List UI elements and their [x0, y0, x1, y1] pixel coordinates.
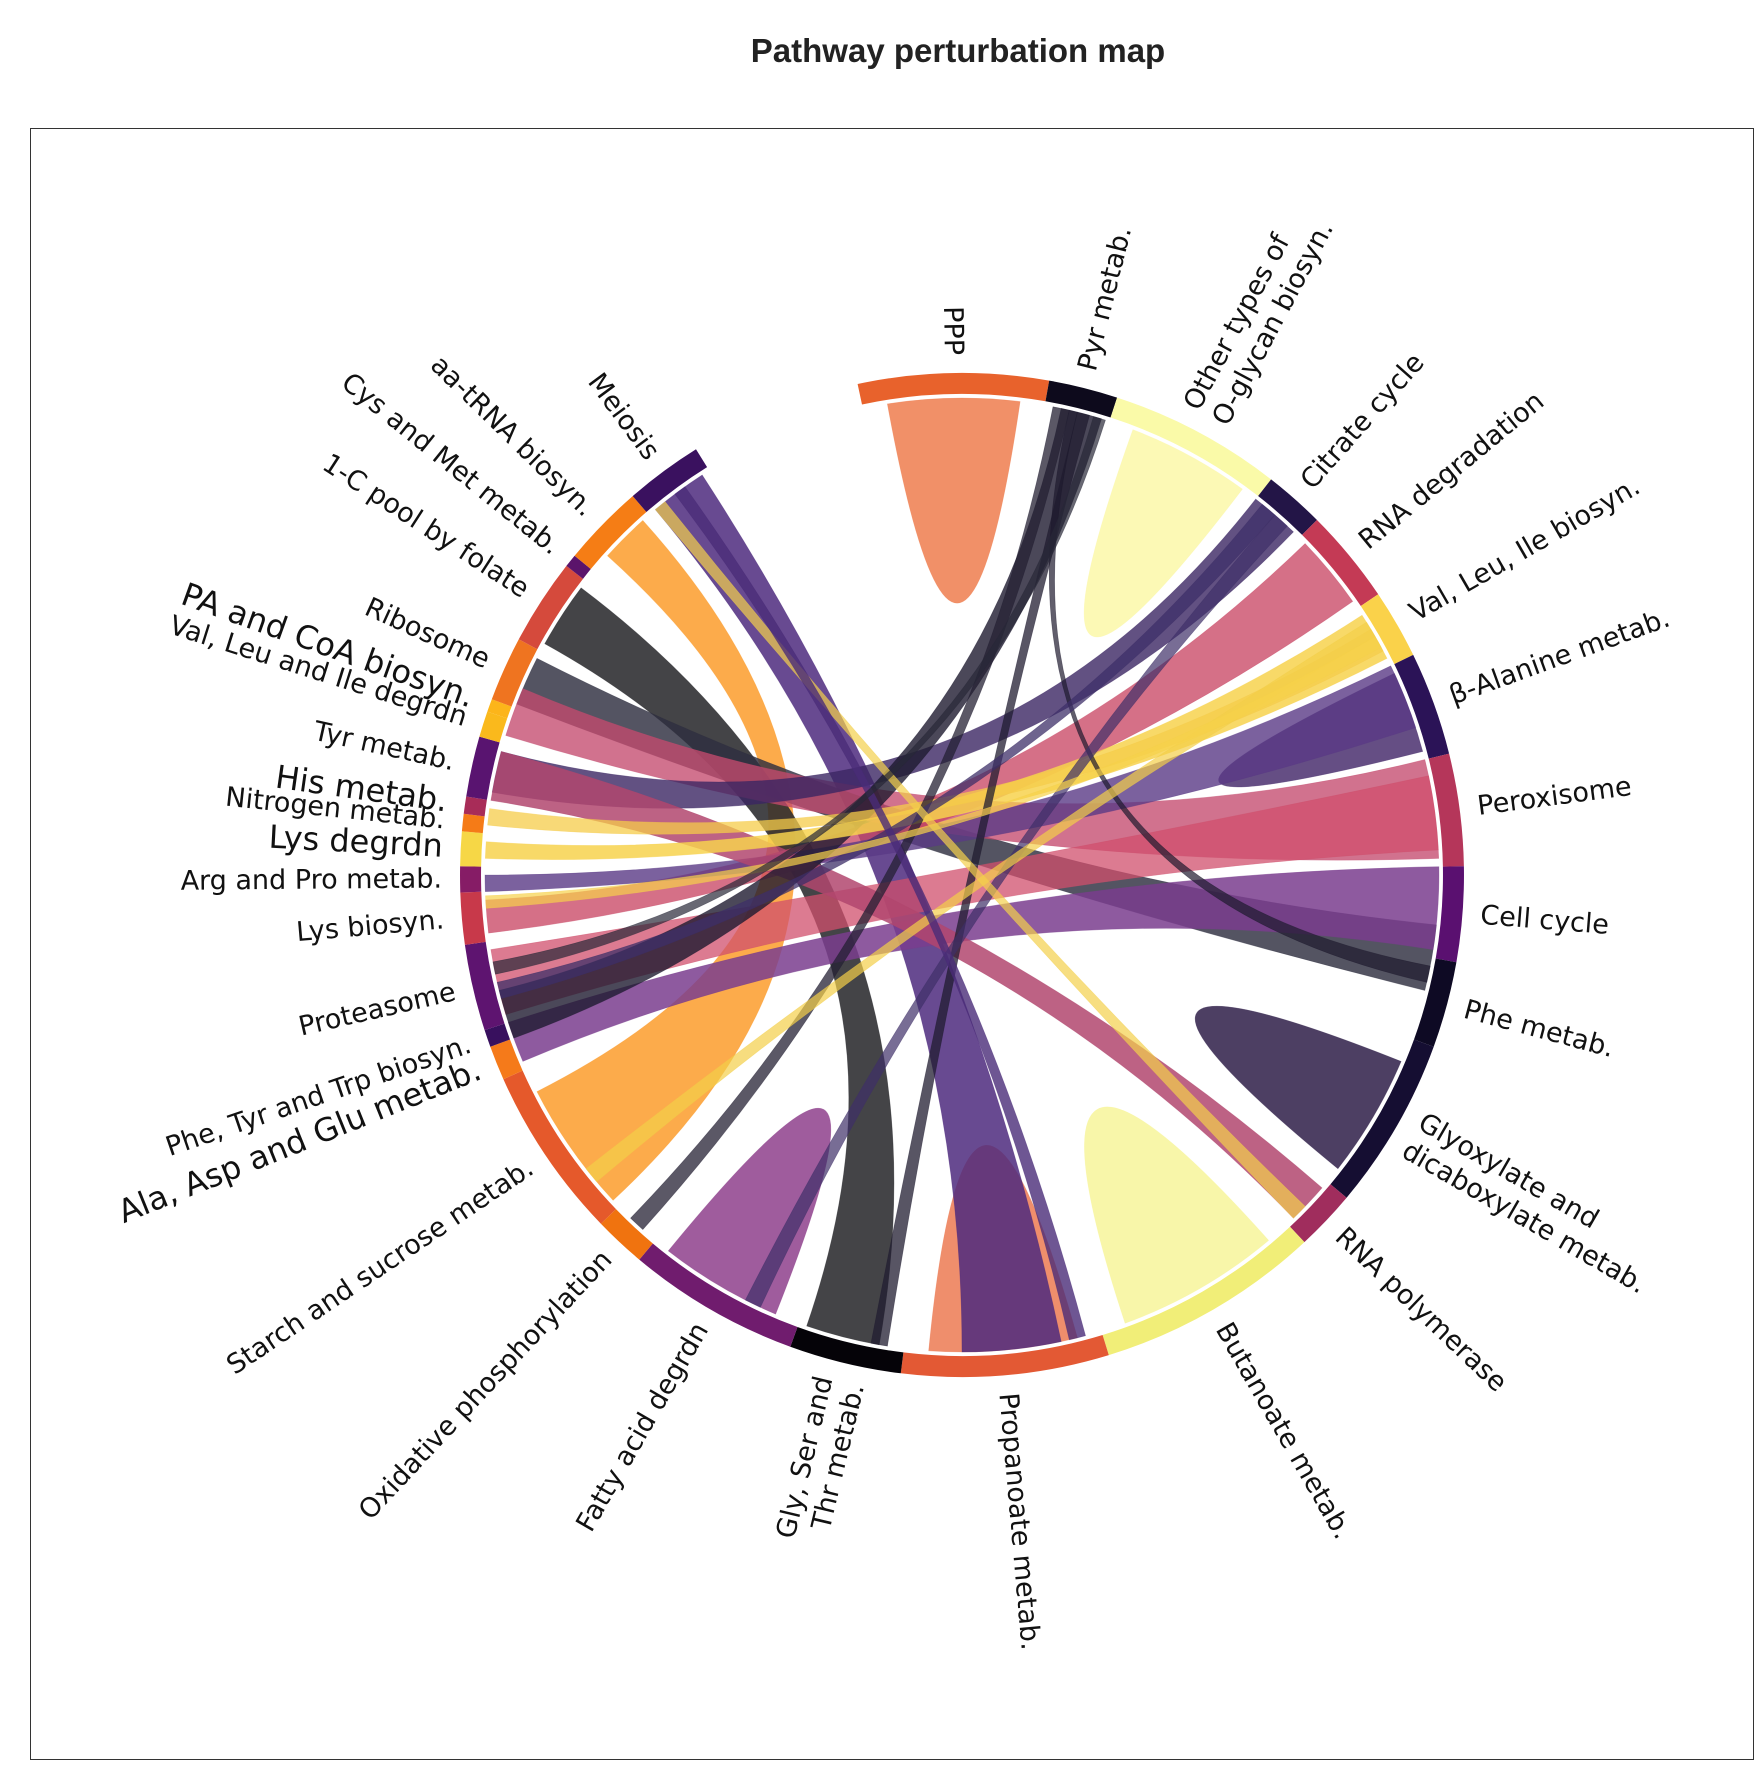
ring-segment-7 — [1428, 753, 1464, 867]
segment-label-2: Other types ofO-glycan biosyn. — [1177, 201, 1339, 431]
segment-label-20: Proteasome — [296, 976, 459, 1042]
segment-label-11: RNA polymerase — [1329, 1221, 1513, 1398]
ring-segment-4 — [1302, 520, 1379, 606]
segment-label-14: Gly, Ser andThr metab. — [770, 1373, 870, 1549]
segment-label-30: 1-C pool by folate — [317, 447, 535, 603]
ring-segment-1 — [1045, 380, 1118, 418]
segment-label-0: PPP — [938, 306, 970, 355]
ring-segment-13 — [900, 1335, 1109, 1378]
chords-layer — [484, 397, 1440, 1353]
ring-segment-24 — [461, 813, 485, 834]
segment-label-33: Meiosis — [582, 367, 666, 465]
ring-segment-33 — [632, 449, 708, 512]
segment-label-22: Arg and Pro metab. — [180, 863, 442, 896]
chord-1 — [1083, 429, 1243, 638]
ring-segment-32 — [574, 496, 647, 569]
segment-label-23: Lys degrdn — [268, 818, 444, 865]
chord-5 — [1194, 1005, 1402, 1170]
ring-segment-29 — [491, 639, 538, 707]
chord-23 — [1048, 409, 1431, 983]
segment-label-1: Pyr metab. — [1072, 223, 1138, 374]
ring-segment-23 — [460, 831, 483, 867]
ring-segment-0 — [857, 372, 1050, 405]
segment-label-6: β-Alanine metab. — [1445, 602, 1674, 711]
segment-label-17: Starch and sucrose metab. — [221, 1152, 539, 1381]
ring-segment-16 — [600, 1209, 653, 1260]
ring-layer — [460, 372, 1464, 1378]
chord-24 — [496, 503, 1276, 999]
ring-segment-12 — [1102, 1226, 1305, 1356]
ring-segment-15 — [639, 1243, 798, 1347]
ring-segment-6 — [1394, 654, 1450, 759]
segment-label-16: Oxidative phosphorylation — [352, 1244, 618, 1526]
chord-0 — [887, 397, 1021, 604]
ring-segment-18 — [490, 1039, 523, 1080]
chord-21 — [630, 406, 1070, 1230]
ring-segment-8 — [1435, 866, 1464, 963]
segment-label-8: Cell cycle — [1479, 899, 1610, 940]
chord-29 — [674, 486, 1086, 1341]
ring-segment-19 — [484, 1023, 510, 1047]
segment-label-3: Citrate cycle — [1294, 347, 1430, 495]
chord-4 — [667, 1107, 832, 1315]
ring-segment-5 — [1360, 594, 1414, 665]
ring-segment-10 — [1330, 1039, 1434, 1198]
chord-25 — [744, 514, 1288, 1308]
ring-segment-3 — [1258, 479, 1317, 535]
ring-segment-30 — [518, 565, 583, 650]
ring-segment-9 — [1414, 958, 1457, 1047]
ring-segment-25 — [463, 796, 487, 817]
chord-2 — [1084, 1106, 1270, 1324]
chart-title: Pathway perturbation map — [750, 32, 1166, 69]
ring-segment-31 — [566, 555, 591, 579]
ring-segment-2 — [1110, 397, 1272, 496]
ring-segment-26 — [466, 736, 500, 800]
segment-label-21: Lys biosyn. — [295, 904, 445, 948]
chord-17 — [490, 751, 1323, 1219]
chord-26 — [585, 621, 1376, 1183]
ring-segment-21 — [460, 891, 486, 945]
chord-30 — [492, 416, 1106, 975]
segment-label-12: Butanoate metab. — [1209, 1317, 1358, 1544]
ring-segment-28 — [487, 699, 512, 719]
segment-label-7: Peroxisome — [1475, 770, 1633, 821]
ring-segment-20 — [464, 941, 505, 1031]
segment-label-13: Propanoate metab. — [993, 1392, 1046, 1652]
segment-label-15: Fatty acid degrdn — [570, 1317, 715, 1537]
ring-segment-17 — [503, 1070, 616, 1224]
ring-segment-27 — [479, 711, 508, 743]
segment-label-9: Phe metab. — [1461, 994, 1618, 1064]
ring-segment-11 — [1290, 1184, 1347, 1243]
ring-segment-14 — [790, 1327, 904, 1374]
ring-segment-22 — [460, 866, 482, 893]
segment-label-10: Glyoxylate anddicaboxylate metab. — [1397, 1107, 1668, 1300]
chord-27 — [485, 636, 1382, 909]
